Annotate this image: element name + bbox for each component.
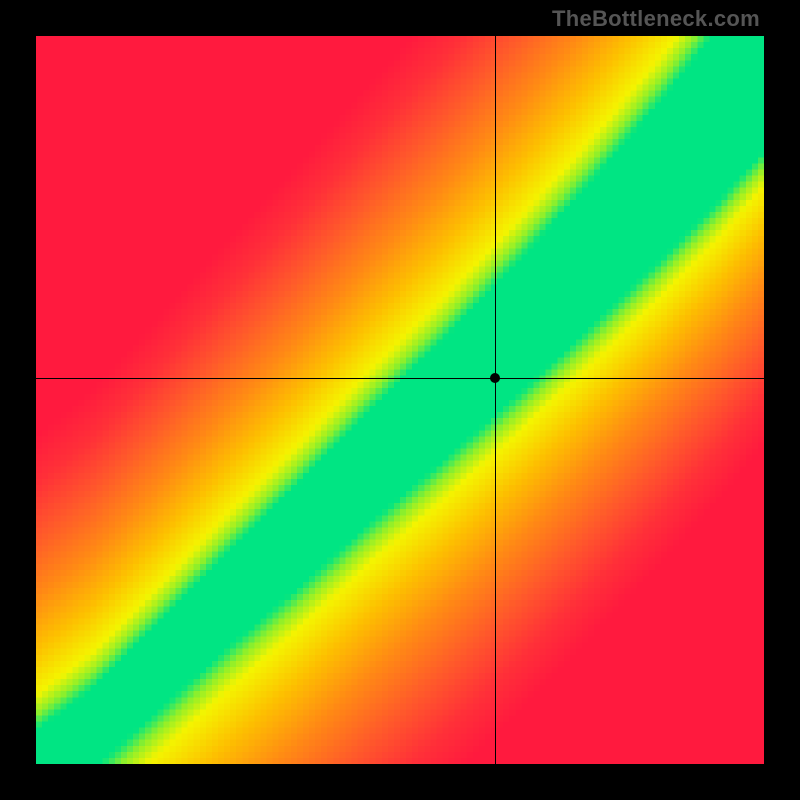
selection-marker [490,373,500,383]
watermark-text: TheBottleneck.com [552,6,760,32]
crosshair-horizontal [36,378,764,379]
bottleneck-heatmap [36,36,764,764]
crosshair-vertical [495,36,496,764]
